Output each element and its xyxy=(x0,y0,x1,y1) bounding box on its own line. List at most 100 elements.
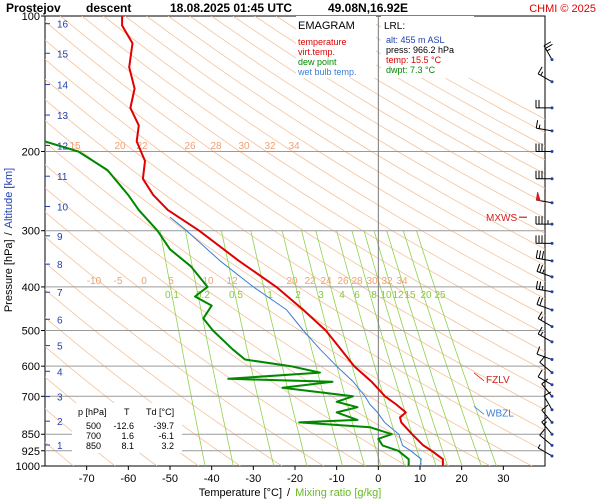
mixing-ratio-axis-title: Mixing ratio [g/kg] xyxy=(295,487,381,499)
wind-barb-base xyxy=(550,325,554,329)
wind-barb-staff xyxy=(543,45,553,60)
sounding-coords: 49.08N,16.92E xyxy=(328,1,408,15)
wind-barb-base xyxy=(550,106,554,110)
mixing-ratio-line xyxy=(402,230,482,466)
wind-barb-flag xyxy=(538,281,542,290)
dry-adiabat-label: 5 xyxy=(168,276,174,287)
station-name: Prostejov xyxy=(6,1,61,15)
wind-barb-flag xyxy=(541,378,549,385)
wind-barb-base xyxy=(550,358,554,362)
mixing-ratio-label: 8 xyxy=(371,290,377,301)
wind-barb-base xyxy=(550,371,554,375)
mixing-ratio-line xyxy=(416,230,497,466)
altitude-tick-label: 15 xyxy=(57,49,69,60)
wind-barb-flag xyxy=(541,416,549,423)
wind-barb-staff xyxy=(539,434,553,446)
dry-adiabat-label: 20 xyxy=(286,276,298,287)
mixing-ratio-label: 0.5 xyxy=(229,290,243,301)
lrl-dewpoint: dwpt: 7.3 °C xyxy=(386,65,436,75)
wind-barb-flag xyxy=(539,428,546,436)
altitude-tick-label: 12 xyxy=(57,142,69,153)
pressure-tick-label: 1000 xyxy=(16,461,40,473)
dry-adiabat-label: 28 xyxy=(351,276,363,287)
table-row-850-p: 850 xyxy=(86,441,101,451)
wind-barb-staff xyxy=(541,383,553,397)
mixing-ratio-label: 20 xyxy=(420,290,432,301)
dry-adiabat-label: 30 xyxy=(238,141,250,152)
pressure-tick-label: 400 xyxy=(22,282,40,294)
dry-adiabat-line xyxy=(124,16,545,283)
mixing-ratio-label: 6 xyxy=(354,290,360,301)
wind-barb-staff xyxy=(537,333,553,343)
temperature-axis: -70 -60 -50 -40 -30 -20 -10 0 10 20 30 xyxy=(79,466,509,485)
copyright: CHMI © 2025 xyxy=(529,3,596,15)
wind-barb-flag xyxy=(535,250,539,259)
legend-item-virt-temp: virt.temp. xyxy=(298,47,335,57)
sounding-datetime: 18.08.2025 01:45 UTC xyxy=(170,1,292,15)
wind-barb-flag xyxy=(536,296,541,305)
table-row-700-p: 700 xyxy=(86,431,101,441)
wind-barb-base xyxy=(550,432,554,436)
wind-barb-flag xyxy=(545,43,553,49)
wind-barb xyxy=(535,250,554,263)
mixing-ratio-line xyxy=(159,230,206,466)
lrl-pressure: press: 966.2 hPa xyxy=(386,45,454,55)
mixing-ratio-line xyxy=(315,230,382,466)
mixing-ratio-label: 3 xyxy=(318,290,324,301)
wind-barb xyxy=(539,355,554,375)
wind-barb-base xyxy=(550,443,554,447)
dry-adiabat-line xyxy=(45,78,545,411)
wind-barb-flag xyxy=(543,391,552,397)
levels-table: p [hPa] T Td [°C] 500 -12.6 -39.7 700 1.… xyxy=(72,403,182,453)
mixing-ratio-label: 1 xyxy=(267,290,273,301)
altitude-axis-title: Altitude [km] xyxy=(3,168,15,229)
wind-barb-base xyxy=(550,222,554,226)
wind-barb-staff xyxy=(539,361,553,373)
table-row-850-td: 3.2 xyxy=(161,441,174,451)
table-row-500-td: -39.7 xyxy=(153,421,174,431)
wind-barb-staff xyxy=(541,409,553,423)
pressure-tick-label: 600 xyxy=(22,361,40,373)
wind-barb-base xyxy=(550,383,554,387)
dry-adiabat-label: 32 xyxy=(381,276,393,287)
wind-barb-flag xyxy=(535,120,539,129)
lrl-title: LRL: xyxy=(384,21,405,32)
wind-barb-base xyxy=(550,80,554,84)
dry-adiabat-line xyxy=(45,39,545,372)
wind-barb-base xyxy=(550,454,554,458)
lrl-box: LRL: alt: 455 m ASL press: 966.2 hPa tem… xyxy=(381,16,474,78)
dry-adiabat-line xyxy=(81,16,545,317)
altitude-tick-label: 7 xyxy=(57,288,63,299)
wind-barb xyxy=(537,326,554,344)
wind-barb-half-flag xyxy=(540,331,544,336)
dry-adiabat-line xyxy=(146,16,545,266)
marker-tick xyxy=(473,372,485,382)
wind-barb xyxy=(541,378,554,398)
temperature-tick-label: -20 xyxy=(287,473,303,485)
table-header-p: p [hPa] xyxy=(78,407,107,417)
altitude-tick-label: 3 xyxy=(57,393,63,404)
dry-adiabat-label: 15 xyxy=(69,141,81,152)
mixing-ratio-label: 10 xyxy=(380,290,392,301)
altitude-tick-label: 13 xyxy=(57,111,69,122)
table-row-500-p: 500 xyxy=(86,421,101,431)
pressure-tick-label: 850 xyxy=(22,429,40,441)
wind-barb-half-flag xyxy=(540,71,544,76)
mixing-ratio-line xyxy=(336,230,405,466)
wind-barb xyxy=(541,416,554,436)
dry-adiabat-label: 20 xyxy=(114,141,126,152)
mixing-ratio-line xyxy=(221,230,275,466)
wind-barb xyxy=(535,191,554,205)
wind-barb-column xyxy=(535,41,554,458)
table-header-t: T xyxy=(124,407,130,417)
wind-barb-base xyxy=(550,177,554,181)
mixing-ratio-label: 4 xyxy=(339,290,345,301)
profile-wet-bulb-temp xyxy=(169,216,422,466)
dry-adiabat-line xyxy=(103,16,545,300)
wind-barb-flag xyxy=(538,250,542,259)
wind-barb-base xyxy=(550,394,554,398)
dry-adiabat-label: -10 xyxy=(87,276,102,287)
table-row-700-t: 1.6 xyxy=(121,431,134,441)
